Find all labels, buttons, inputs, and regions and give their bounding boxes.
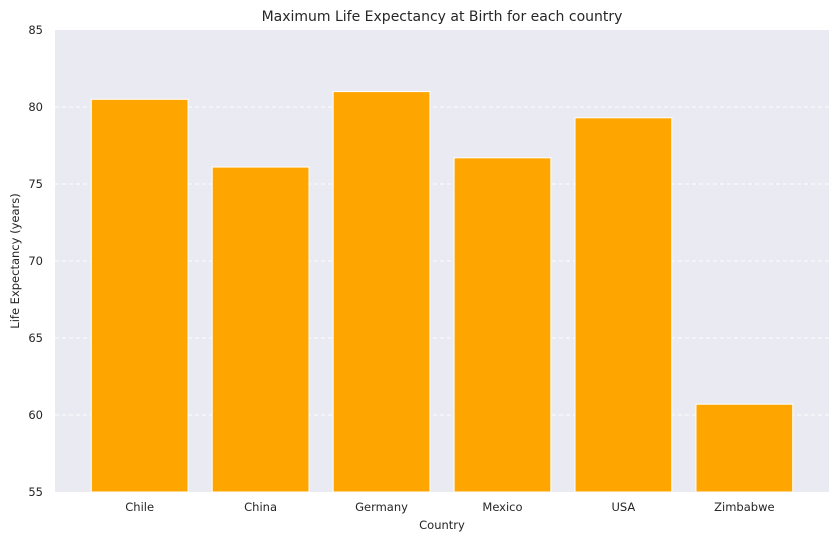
y-tick-label: 80 xyxy=(28,100,43,114)
y-tick-label: 70 xyxy=(28,254,43,268)
x-tick-label: Germany xyxy=(355,500,408,514)
x-tick-label: Mexico xyxy=(482,500,522,514)
x-tick-label: Chile xyxy=(125,500,154,514)
bars xyxy=(90,91,794,493)
y-tick-label: 60 xyxy=(28,408,43,422)
x-axis-ticks: Chile China Germany Mexico USA Zimbabwe xyxy=(125,500,774,514)
y-tick-label: 65 xyxy=(28,331,43,345)
x-tick-label: Zimbabwe xyxy=(714,500,774,514)
y-axis-ticks: 55 60 65 70 75 80 85 xyxy=(28,23,43,499)
x-tick-label: China xyxy=(244,500,277,514)
bar-mexico xyxy=(453,157,552,493)
x-tick-label: USA xyxy=(612,500,636,514)
chart-title: Maximum Life Expectancy at Birth for eac… xyxy=(262,9,623,25)
bar-germany xyxy=(332,91,431,493)
y-tick-label: 85 xyxy=(28,23,43,37)
y-axis-title: Life Expectancy (years) xyxy=(8,193,22,328)
bar-china xyxy=(211,166,310,493)
bar-zimbabwe xyxy=(695,403,794,493)
y-tick-label: 75 xyxy=(28,177,43,191)
bar-chile xyxy=(90,98,189,493)
y-tick-label: 55 xyxy=(28,485,43,499)
bar-usa xyxy=(574,117,673,493)
x-axis-title: Country xyxy=(419,518,465,532)
